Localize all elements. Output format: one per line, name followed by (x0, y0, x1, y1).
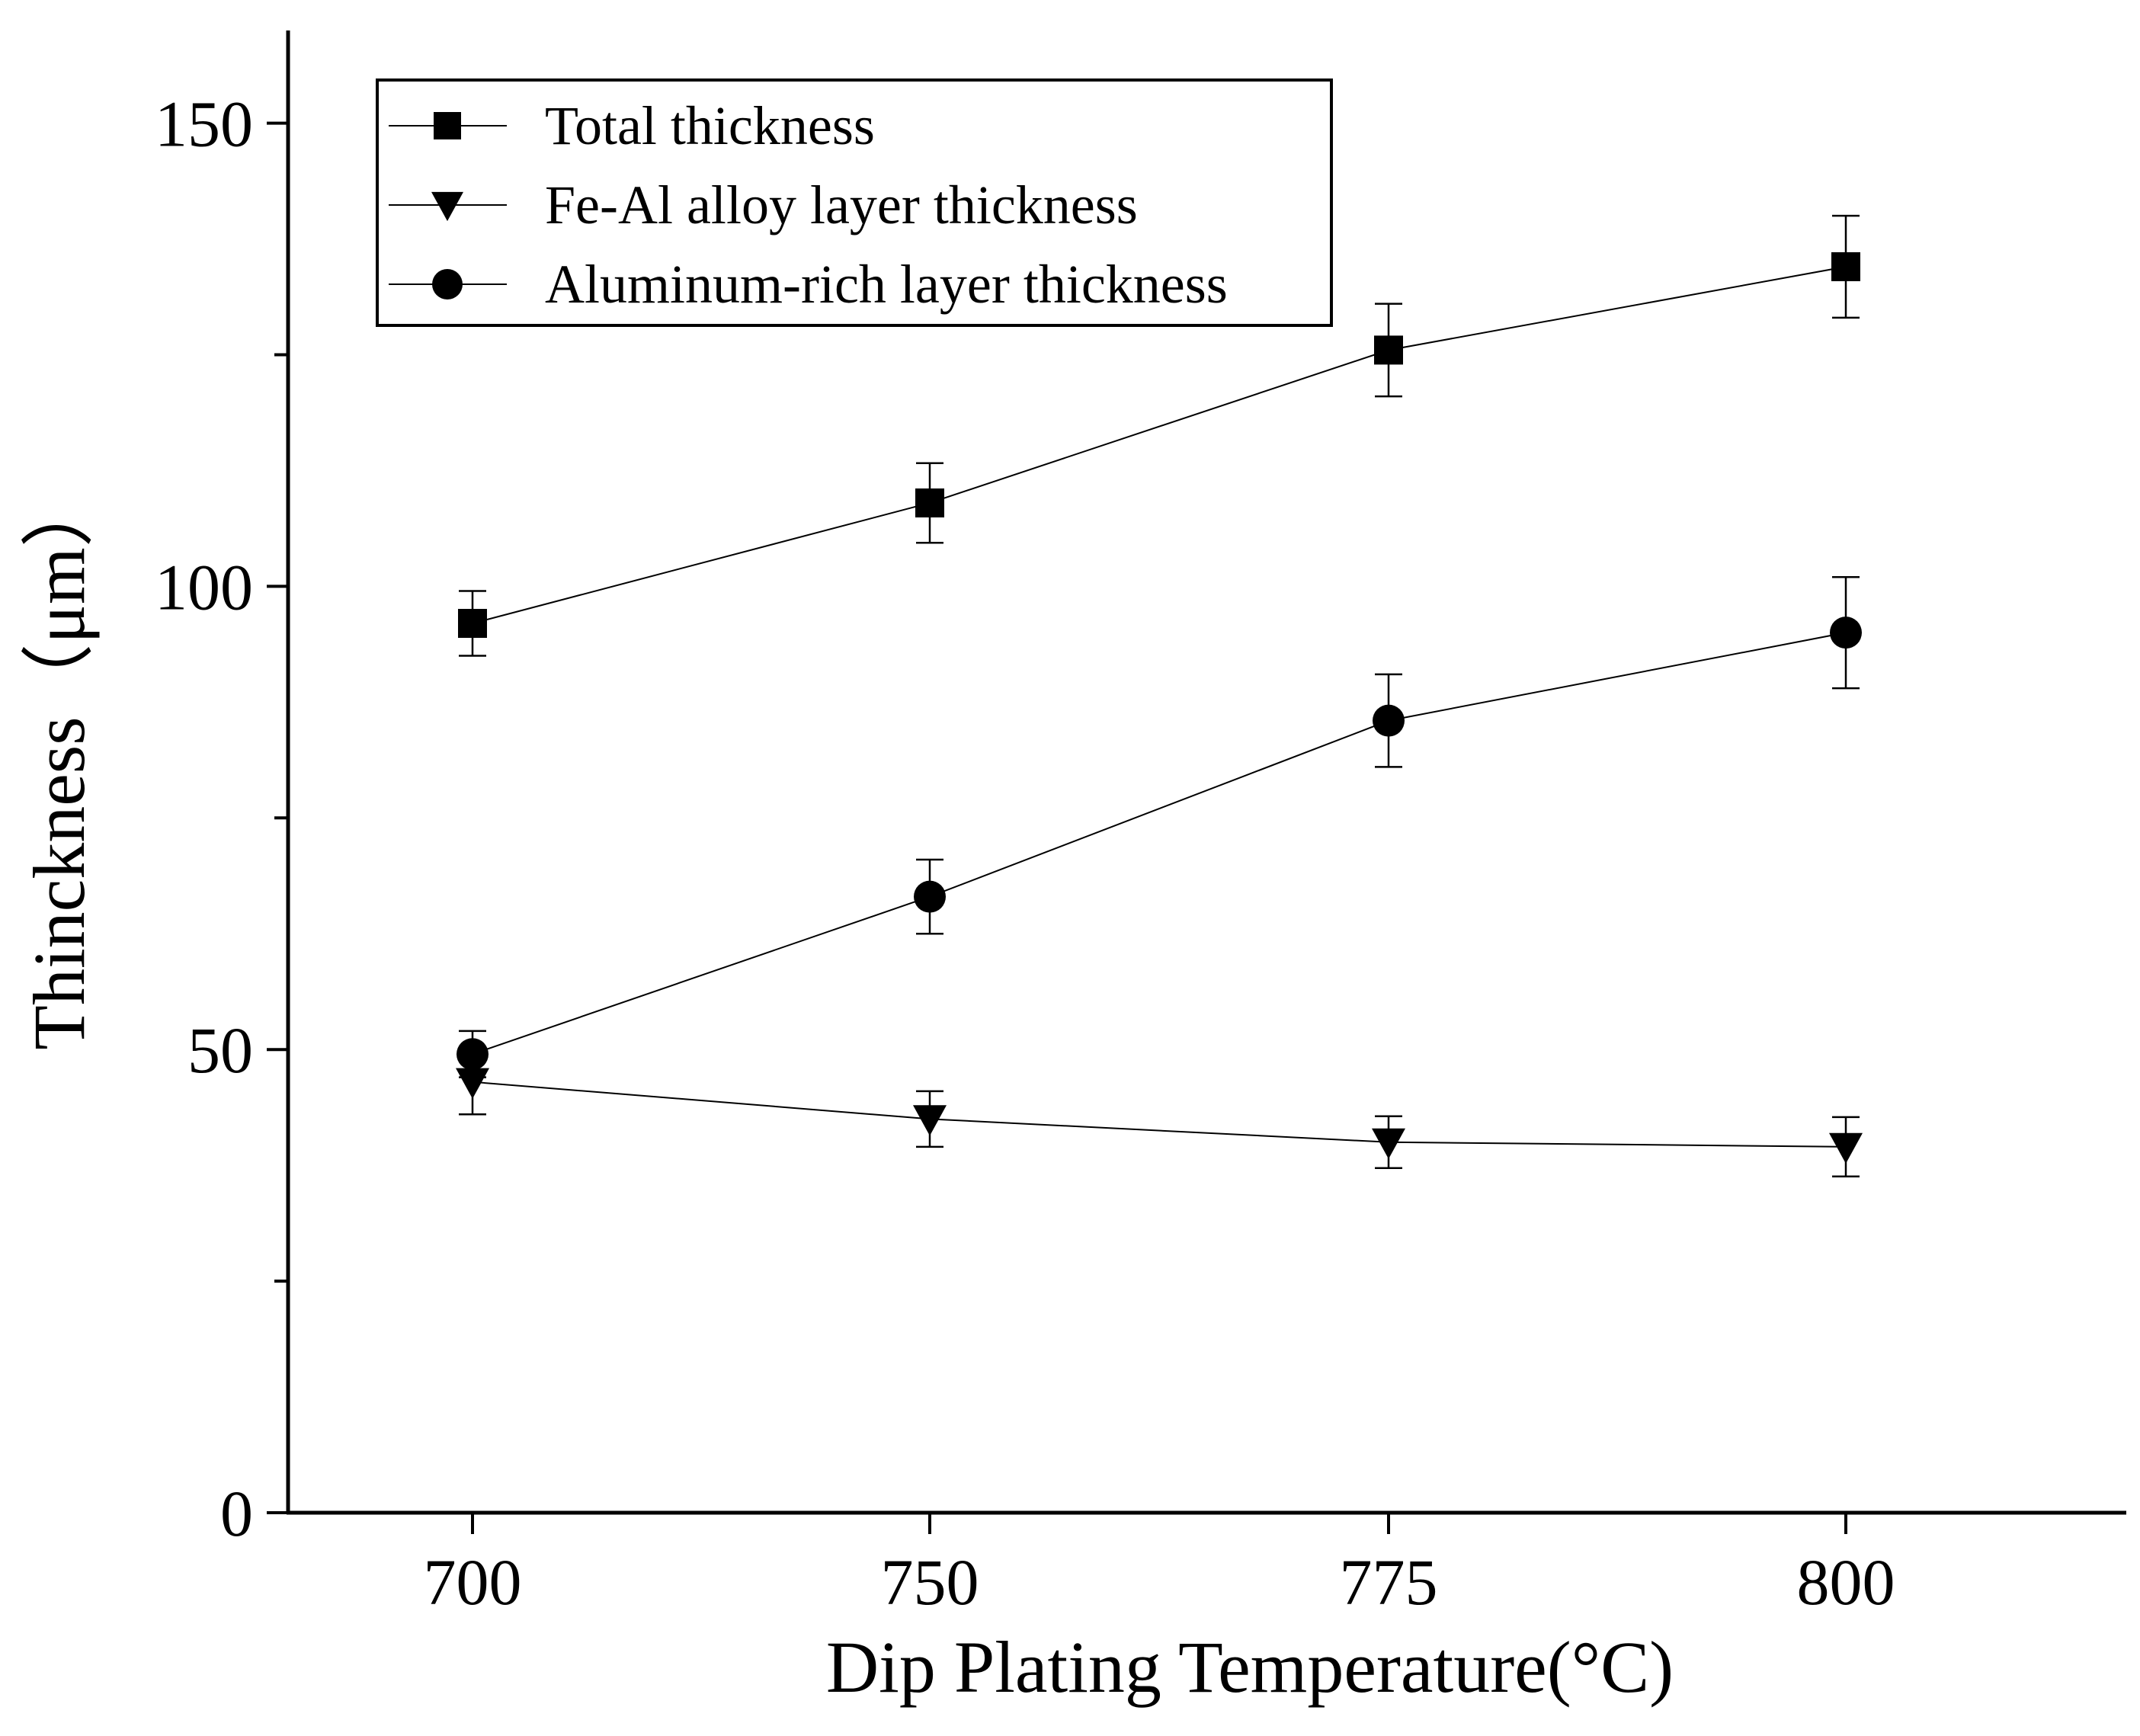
circle-marker (1830, 617, 1862, 649)
legend-label: Fe-Al alloy layer thickness (545, 175, 1138, 235)
legend-label: Aluminum-rich layer thickness (545, 254, 1228, 315)
x-axis-title: Dip Plating Temperature(°C) (826, 1626, 1674, 1708)
square-marker (1374, 335, 1403, 365)
legend-square-marker (434, 112, 461, 139)
circle-marker (457, 1038, 489, 1071)
series-line (472, 266, 1847, 624)
y-tick-label: 50 (187, 1014, 253, 1087)
triangle-down-marker (1372, 1128, 1405, 1159)
legend-box (376, 78, 1333, 327)
legend-entry: Aluminum-rich layer thickness (389, 254, 1228, 315)
series-line (472, 632, 1847, 1055)
square-marker (458, 609, 487, 638)
series-line (472, 1081, 1847, 1148)
legend-label: Total thickness (545, 95, 875, 156)
x-tick-label: 775 (1340, 1545, 1438, 1619)
triangle-down-marker (1829, 1132, 1863, 1164)
x-tick-label: 750 (881, 1545, 979, 1619)
triangle-down-marker (456, 1068, 489, 1099)
series-3 (457, 575, 1862, 1078)
legend-entry: Total thickness (389, 95, 875, 156)
legend: Total thickness Fe-Al alloy layer thickne… (376, 78, 1333, 327)
circle-marker (1373, 704, 1405, 737)
x-tick-label: 800 (1797, 1545, 1895, 1619)
square-marker (915, 488, 944, 517)
y-tick-label: 0 (220, 1477, 253, 1550)
series-2 (456, 1048, 1863, 1177)
y-tick-label: 150 (155, 88, 253, 161)
legend-triangle-down-marker (431, 191, 463, 222)
series-layer (456, 214, 1863, 1177)
y-axis-title: Thinckness（μm） (18, 474, 100, 1049)
x-tick-label: 700 (424, 1545, 522, 1619)
square-marker (1831, 251, 1860, 281)
axes-layer: 0 50 100 150 700 750 775 800 (155, 30, 2126, 1619)
circle-marker (914, 880, 946, 913)
legend-circle-marker (432, 269, 463, 299)
triangle-down-marker (913, 1105, 947, 1136)
legend-entry: Fe-Al alloy layer thickness (389, 175, 1138, 235)
y-tick-label: 100 (155, 550, 253, 623)
series-1 (458, 214, 1860, 657)
